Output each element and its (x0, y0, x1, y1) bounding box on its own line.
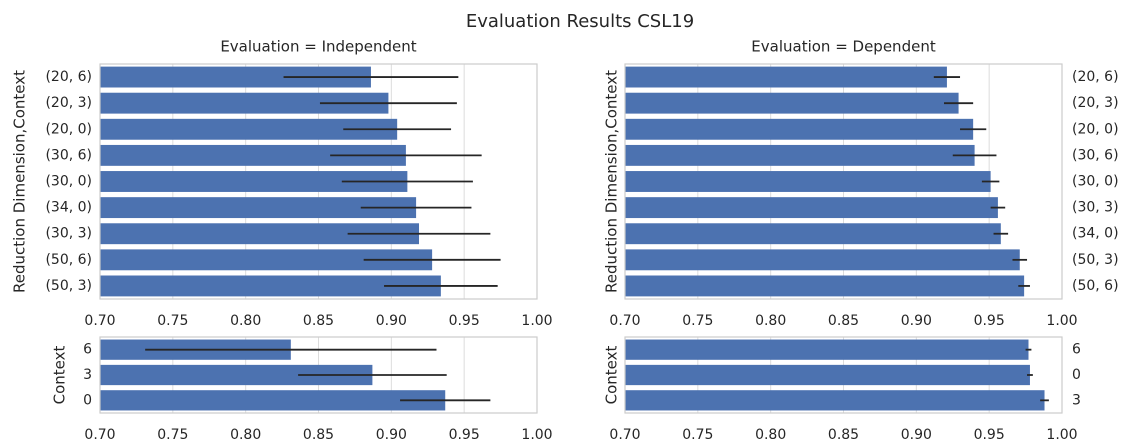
panel-title: Evaluation = Dependent (751, 38, 936, 56)
x-tick-label: 0.80 (755, 427, 786, 443)
panel-title: Evaluation = Independent (220, 38, 416, 56)
y-tick-label: (30, 6) (1072, 147, 1119, 163)
bar (625, 249, 1020, 271)
bar (100, 171, 408, 192)
x-tick-label: 0.80 (230, 313, 261, 329)
x-tick-label: 0.85 (828, 427, 859, 443)
y-tick-label: 0 (83, 392, 92, 408)
y-axis-label: Context (603, 346, 621, 405)
bar (100, 249, 433, 271)
x-tick-label: 0.70 (84, 427, 115, 443)
x-tick-label: 0.75 (682, 313, 713, 329)
bar (100, 197, 417, 219)
y-tick-label: 3 (1072, 392, 1081, 408)
panel-frame (624, 336, 1063, 414)
bar (625, 118, 974, 140)
x-tick-label: 0.75 (157, 427, 188, 443)
x-tick-label: 0.75 (157, 313, 188, 329)
y-tick-label: (30, 3) (1072, 200, 1119, 216)
y-tick-label: (50, 6) (1072, 278, 1119, 294)
bar (625, 171, 991, 192)
y-tick-label: (30, 6) (45, 147, 92, 163)
x-tick-label: 0.75 (682, 427, 713, 443)
x-tick-label: 1.00 (521, 427, 552, 443)
x-tick-label: 0.80 (230, 427, 261, 443)
x-tick-label: 0.70 (609, 313, 640, 329)
y-tick-label: 0 (1072, 367, 1081, 383)
y-tick-label: (20, 3) (1072, 95, 1119, 111)
y-tick-label: (30, 3) (45, 226, 92, 242)
y-tick-label: (20, 0) (45, 121, 92, 137)
y-axis-label: Reduction Dimension,Context (11, 70, 29, 293)
bar (100, 66, 371, 88)
bar (625, 364, 1030, 386)
bar (100, 144, 406, 166)
bar (625, 66, 947, 88)
y-tick-label: (20, 6) (1072, 69, 1119, 85)
y-tick-label: (50, 6) (45, 252, 92, 268)
bar (100, 390, 446, 411)
bar (625, 92, 959, 114)
bar (625, 223, 1001, 245)
bar (625, 339, 1029, 360)
y-tick-label: 3 (83, 367, 92, 383)
x-tick-label: 0.95 (449, 313, 480, 329)
y-tick-label: 6 (1072, 342, 1081, 358)
x-tick-label: 0.85 (828, 313, 859, 329)
y-tick-label: (50, 3) (45, 278, 92, 294)
bar (100, 118, 398, 140)
bar (100, 364, 373, 386)
panel-frame (624, 63, 1063, 300)
y-axis-label: Context (51, 346, 69, 405)
x-tick-label: 0.90 (901, 427, 932, 443)
x-tick-label: 0.95 (974, 427, 1005, 443)
bar (625, 390, 1045, 411)
y-tick-label: (20, 3) (45, 95, 92, 111)
x-tick-label: 0.70 (84, 313, 115, 329)
figure-title: Evaluation Results CSL19 (466, 11, 694, 32)
y-tick-label: (30, 0) (45, 174, 92, 190)
y-tick-label: (30, 0) (1072, 174, 1119, 190)
bar (625, 275, 1025, 297)
x-tick-label: 0.70 (609, 427, 640, 443)
x-tick-label: 0.90 (901, 313, 932, 329)
bar (100, 223, 420, 245)
x-tick-label: 1.00 (521, 313, 552, 329)
x-tick-label: 0.95 (449, 427, 480, 443)
x-tick-label: 0.95 (974, 313, 1005, 329)
bar (100, 92, 389, 114)
x-tick-label: 1.00 (1046, 313, 1077, 329)
x-tick-label: 0.80 (755, 313, 786, 329)
x-tick-label: 0.90 (376, 427, 407, 443)
x-tick-label: 0.85 (303, 427, 334, 443)
y-tick-label: (34, 0) (1072, 226, 1119, 242)
panel-frame (99, 63, 538, 300)
y-tick-label: 6 (83, 342, 92, 358)
y-tick-label: (50, 3) (1072, 252, 1119, 268)
y-tick-label: (34, 0) (45, 200, 92, 216)
y-tick-label: (20, 0) (1072, 121, 1119, 137)
bar (625, 144, 975, 166)
x-tick-label: 0.90 (376, 313, 407, 329)
panel-frame (99, 336, 538, 414)
x-tick-label: 1.00 (1046, 427, 1077, 443)
x-tick-label: 0.85 (303, 313, 334, 329)
y-axis-label: Reduction Dimension,Context (603, 70, 621, 293)
bar (100, 275, 441, 297)
y-tick-label: (20, 6) (45, 69, 92, 85)
bar (625, 197, 998, 219)
